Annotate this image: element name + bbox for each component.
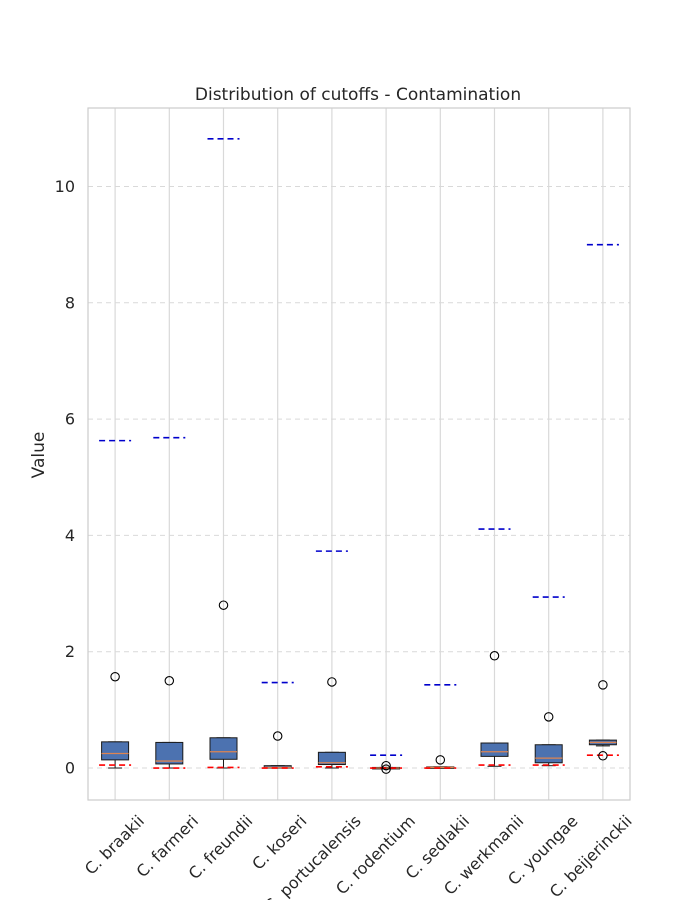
outlier-point xyxy=(272,731,283,741)
y-tick-label: 2 xyxy=(65,642,75,661)
box xyxy=(317,751,346,766)
outlier-point xyxy=(381,764,391,774)
outlier-point xyxy=(218,600,229,610)
grid xyxy=(88,108,630,800)
y-tick-label: 8 xyxy=(65,293,75,312)
box xyxy=(155,741,184,765)
y-tick-label: 10 xyxy=(55,177,75,196)
y-tick-label: 0 xyxy=(65,759,75,778)
y-tick-label: 6 xyxy=(65,410,75,429)
boxes xyxy=(99,138,619,774)
outlier-point xyxy=(164,676,175,686)
box xyxy=(534,744,563,764)
y-tick-label: 4 xyxy=(65,526,75,545)
outlier-point xyxy=(110,671,120,682)
y-axis-label: Value xyxy=(29,432,49,479)
outlier-point xyxy=(327,677,337,687)
box xyxy=(480,742,509,757)
box xyxy=(101,741,130,761)
chart-title: Distribution of cutoffs - Contamination xyxy=(195,85,521,105)
outlier-point xyxy=(435,755,446,765)
outlier-point xyxy=(489,651,500,661)
plot-frame xyxy=(87,107,631,801)
outlier-point xyxy=(598,680,608,690)
box xyxy=(209,737,238,760)
outlier-point xyxy=(381,760,391,771)
outlier-point xyxy=(543,712,554,722)
outlier-point xyxy=(598,751,608,761)
